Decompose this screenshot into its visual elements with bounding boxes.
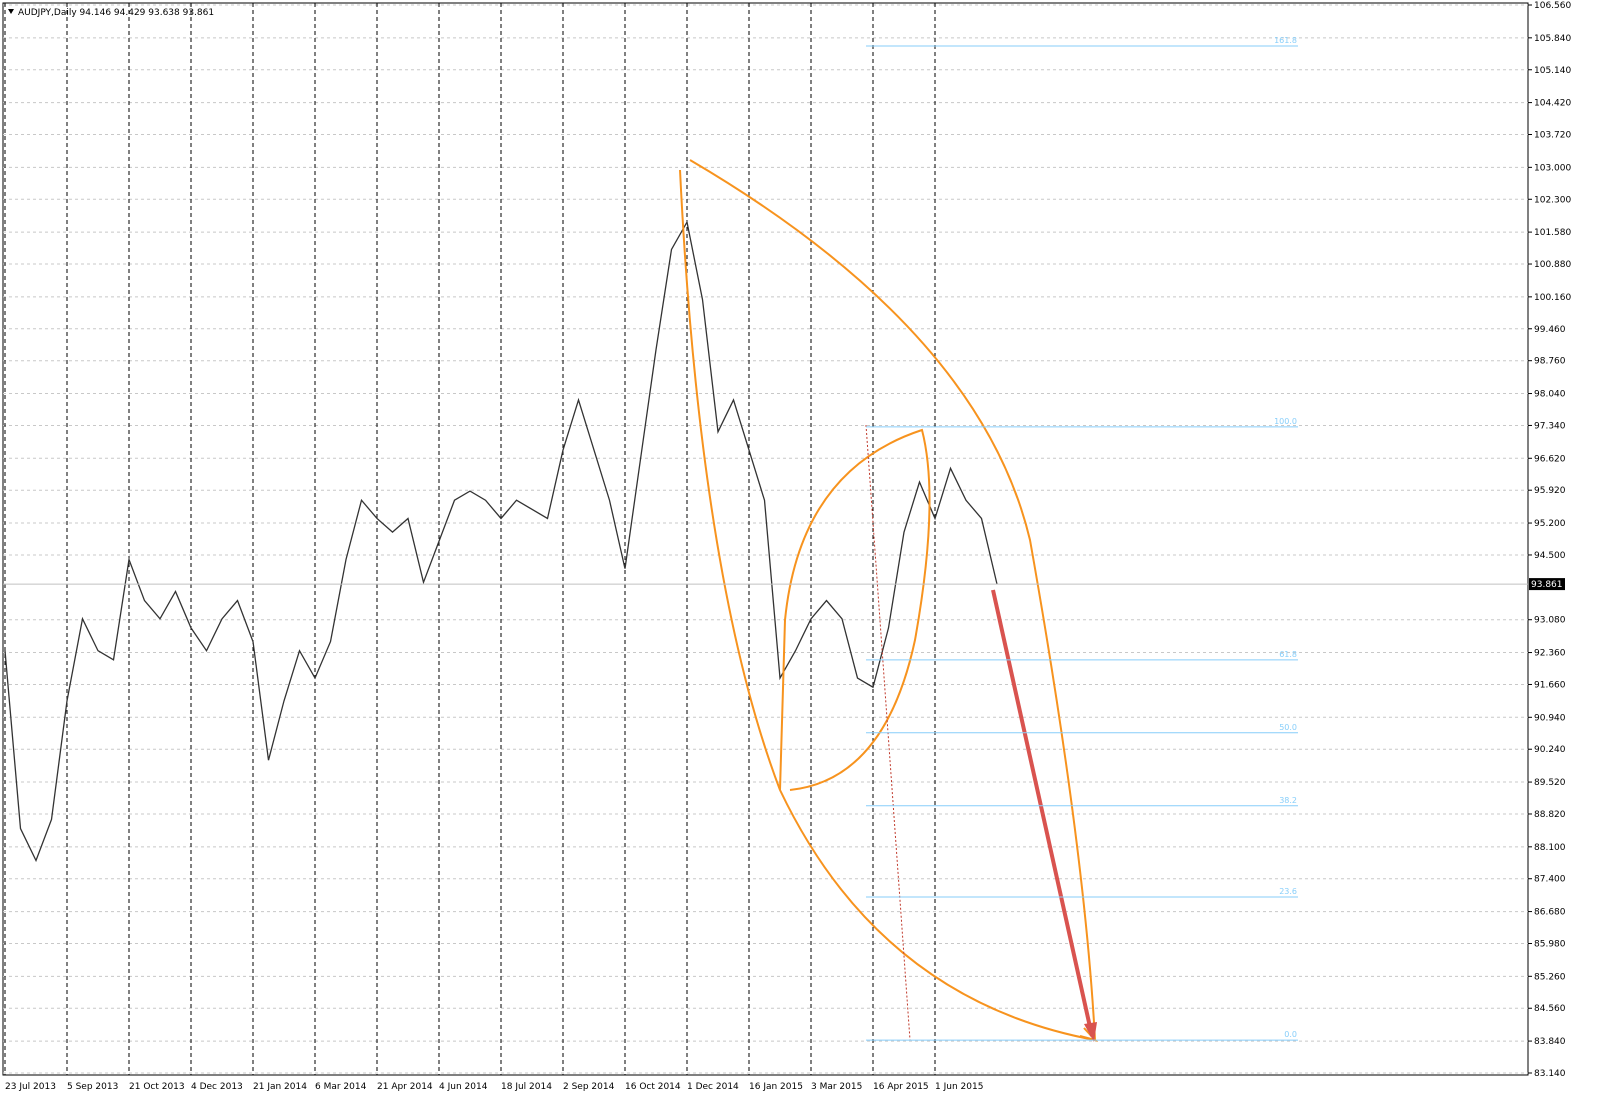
forecast-arrow-head — [1084, 1022, 1097, 1042]
x-tick-label: 2 Sep 2014 — [563, 1082, 615, 1092]
y-tick-label: 100.160 — [1534, 293, 1571, 303]
fib-label: 23.6 — [1279, 887, 1297, 896]
y-tick-label: 105.140 — [1534, 66, 1571, 76]
y-tick-label: 83.140 — [1534, 1069, 1566, 1079]
y-tick-label: 103.720 — [1534, 131, 1571, 141]
y-tick-label: 87.400 — [1534, 875, 1566, 885]
arc-inner — [679, 169, 1096, 1041]
y-tick-label: 97.340 — [1534, 421, 1566, 431]
fib-label: 61.8 — [1279, 650, 1297, 659]
y-tick-label: 99.460 — [1534, 325, 1566, 335]
fib-label: 0.0 — [1284, 1030, 1297, 1039]
y-tick-label: 103.000 — [1534, 163, 1571, 173]
fib-label: 50.0 — [1279, 723, 1297, 732]
x-tick-label: 16 Jan 2015 — [749, 1082, 803, 1092]
x-tick-label: 4 Dec 2013 — [191, 1082, 243, 1092]
x-tick-label: 3 Mar 2015 — [811, 1082, 862, 1092]
menu-arrow[interactable] — [8, 9, 14, 14]
x-tick-label: 21 Oct 2013 — [129, 1082, 185, 1092]
y-tick-label: 88.820 — [1534, 810, 1566, 820]
y-tick-label: 95.200 — [1534, 519, 1566, 529]
fib-label: 161.8 — [1274, 36, 1297, 45]
forecast-arrow — [991, 589, 1094, 1037]
y-tick-label: 90.240 — [1534, 745, 1566, 755]
y-tick-label: 89.520 — [1534, 778, 1566, 788]
y-tick-label: 94.500 — [1534, 551, 1566, 561]
y-tick-label: 91.660 — [1534, 680, 1566, 690]
y-tick-label: 98.760 — [1534, 357, 1566, 367]
y-tick-label: 96.620 — [1534, 454, 1566, 464]
last-price-box — [1529, 578, 1565, 591]
y-tick-label: 98.040 — [1534, 390, 1566, 400]
y-tick-label: 88.100 — [1534, 843, 1566, 853]
x-tick-label: 5 Sep 2013 — [67, 1082, 118, 1092]
x-tick-label: 21 Apr 2014 — [377, 1082, 433, 1092]
y-tick-label: 104.420 — [1534, 99, 1571, 109]
x-tick-label: 6 Mar 2014 — [315, 1082, 367, 1092]
x-tick-label: 18 Jul 2014 — [501, 1082, 552, 1092]
x-tick-label: 4 Jun 2014 — [439, 1082, 488, 1092]
grid — [3, 3, 1528, 1075]
fib-label: 38.2 — [1279, 796, 1297, 805]
arc-small — [779, 428, 931, 791]
x-tick-label: 23 Jul 2013 — [5, 1082, 56, 1092]
last-price-label: 93.861 — [1531, 580, 1563, 590]
y-tick-label: 100.880 — [1534, 260, 1571, 270]
x-tick-label: 16 Oct 2014 — [625, 1082, 681, 1092]
y-tick-label: 84.560 — [1534, 1004, 1566, 1014]
x-tick-label: 16 Apr 2015 — [873, 1082, 929, 1092]
x-tick-label: 21 Jan 2014 — [253, 1082, 307, 1092]
y-tick-label: 90.940 — [1534, 713, 1566, 723]
y-tick-label: 95.920 — [1534, 486, 1566, 496]
y-tick-label: 101.580 — [1534, 228, 1571, 238]
price-series — [4, 220, 998, 863]
x-tick-label: 1 Jun 2015 — [935, 1082, 983, 1092]
y-tick-label: 83.840 — [1534, 1037, 1566, 1047]
y-tick-label: 85.980 — [1534, 939, 1566, 949]
y-tick-label: 85.260 — [1534, 972, 1566, 982]
y-tick-label: 105.840 — [1534, 34, 1571, 44]
x-tick-label: 1 Dec 2014 — [687, 1082, 739, 1092]
plot-frame — [2, 2, 1529, 1076]
fib-label: 100.0 — [1274, 417, 1297, 426]
drawings — [679, 159, 1099, 1042]
y-tick-label: 92.360 — [1534, 649, 1566, 659]
price-line — [4, 220, 998, 863]
arc-outer — [689, 159, 1096, 1041]
y-tick-label: 102.300 — [1534, 195, 1571, 205]
chart-title: AUDJPY,Daily 94.146 94.429 93.638 93.861 — [18, 8, 214, 18]
y-tick-label: 106.560 — [1534, 1, 1571, 11]
y-tick-label: 93.080 — [1534, 616, 1566, 626]
y-tick-label: 86.680 — [1534, 908, 1566, 918]
